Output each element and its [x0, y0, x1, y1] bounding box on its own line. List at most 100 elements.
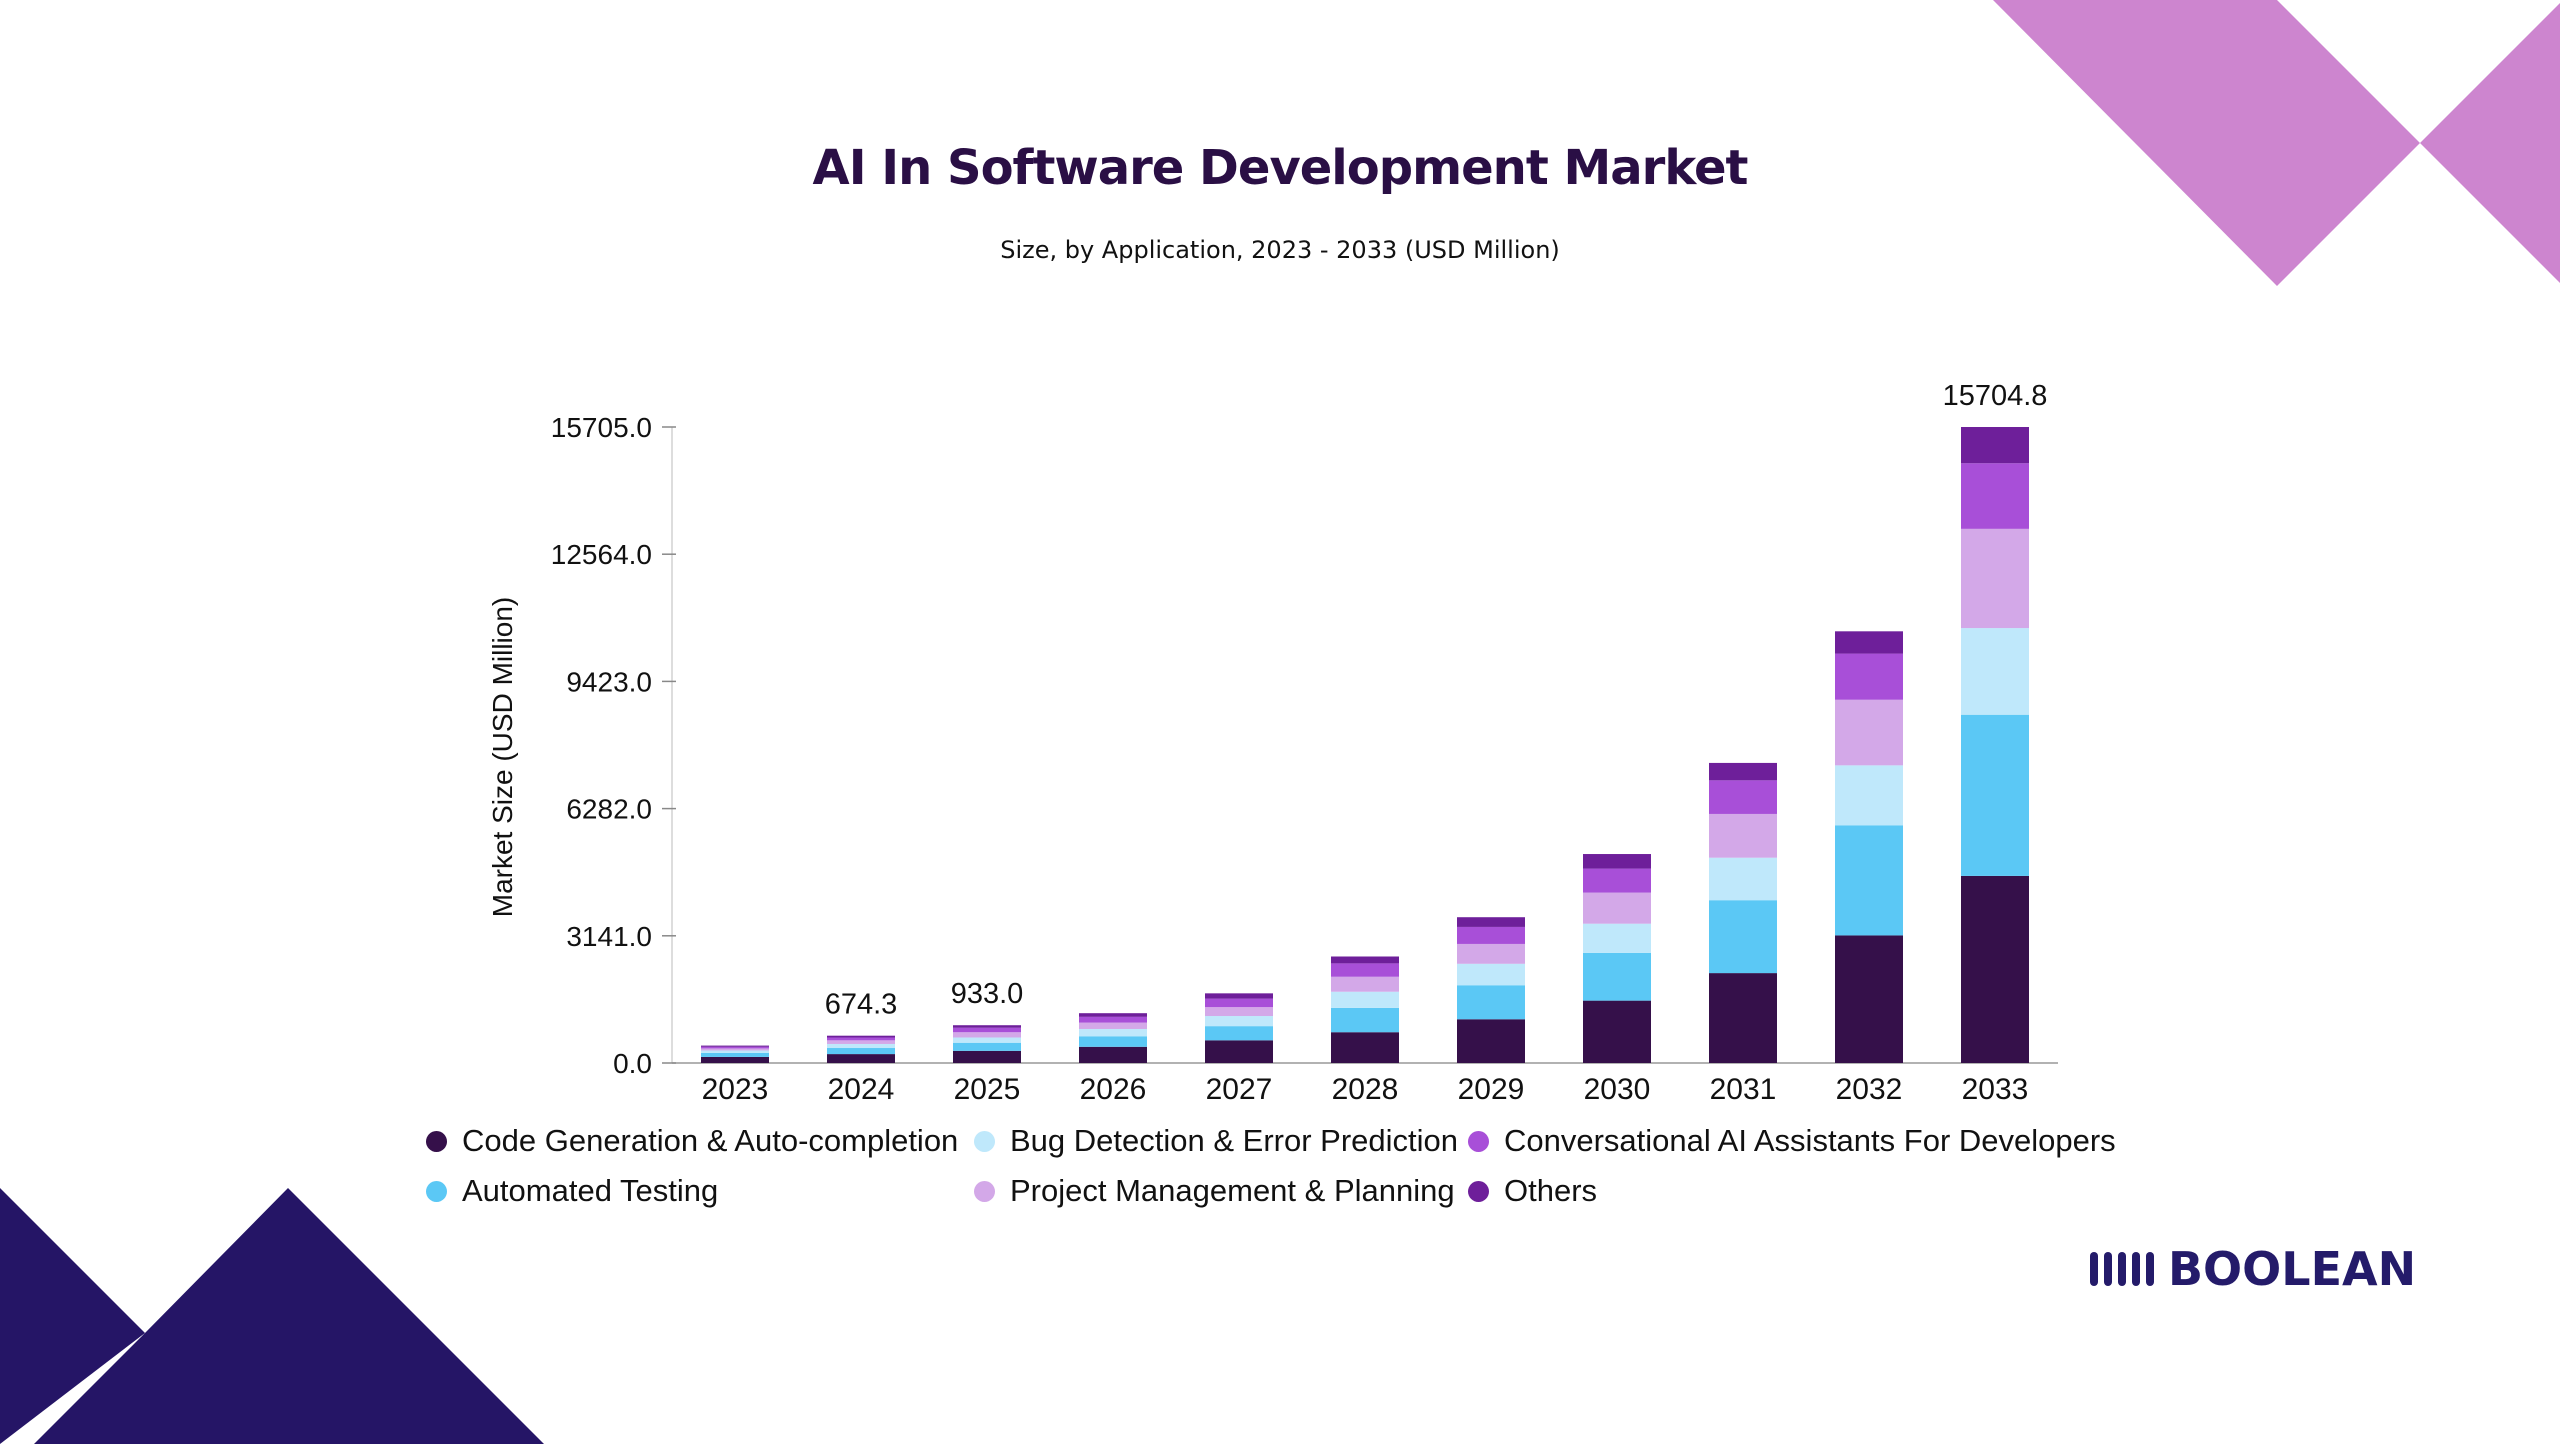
- bar-segment: [701, 1050, 769, 1053]
- bar-segment: [1205, 1026, 1273, 1041]
- bar-segment: [1961, 875, 2029, 1063]
- bar-segment: [1583, 892, 1651, 924]
- legend-label: Conversational AI Assistants For Develop…: [1504, 1123, 2116, 1158]
- bar-segment: [827, 1037, 895, 1041]
- bar-segment: [1079, 1013, 1147, 1017]
- x-tick-label: 2031: [1710, 1073, 1777, 1106]
- bar-segment: [1457, 917, 1525, 927]
- bar-segment: [701, 1046, 769, 1049]
- x-tick-label: 2029: [1458, 1073, 1525, 1106]
- navy-corner-shape-right: [34, 1188, 544, 1444]
- bar-segment: [1835, 765, 1903, 826]
- bar-segment: [701, 1056, 769, 1063]
- legend-item: Automated Testing: [426, 1172, 974, 1210]
- legend-swatch: [426, 1180, 447, 1202]
- pink-corner-shape: [1993, 0, 2420, 286]
- bar-segment: [1961, 714, 2029, 876]
- bar-segment: [1079, 1016, 1147, 1023]
- y-tick-label: 0.0: [613, 1048, 652, 1079]
- legend-label: Bug Detection & Error Prediction: [1010, 1123, 1458, 1158]
- bar-segment: [1709, 900, 1777, 974]
- bar-segment: [1457, 926, 1525, 944]
- bar-segment: [1457, 963, 1525, 986]
- bar-segment: [1961, 628, 2029, 715]
- bar-segment: [1709, 780, 1777, 814]
- legend-swatch: [1468, 1130, 1489, 1152]
- bar-segment: [1205, 1016, 1273, 1027]
- bar-segment: [1709, 857, 1777, 901]
- x-tick-label: 2024: [828, 1073, 895, 1106]
- bar-segment: [1331, 1007, 1399, 1033]
- bar-segment: [827, 1035, 895, 1038]
- legend-item: Project Management & Planning: [974, 1172, 1468, 1210]
- bar-segment: [1835, 653, 1903, 700]
- y-tick-label: 15705.0: [551, 412, 652, 443]
- x-tick-label: 2023: [702, 1073, 769, 1106]
- bar-segment: [1583, 923, 1651, 953]
- legend-item: Code Generation & Auto-completion: [426, 1122, 974, 1160]
- navy-corner-shape: [0, 1188, 145, 1444]
- bar-segment: [1961, 528, 2029, 629]
- bar-segment: [1205, 993, 1273, 999]
- legend-swatch: [1468, 1180, 1489, 1202]
- bar-segment: [1961, 427, 2029, 464]
- bar-segment: [953, 1027, 1021, 1033]
- bar-segment: [1331, 976, 1399, 992]
- bar-segment: [1331, 1032, 1399, 1063]
- x-tick-label: 2033: [1962, 1073, 2029, 1106]
- bar-segment: [701, 1045, 769, 1047]
- bar-segment: [1331, 991, 1399, 1008]
- bar-segment: [1079, 1022, 1147, 1029]
- bar-segment: [953, 1025, 1021, 1028]
- bar-segment: [953, 1050, 1021, 1063]
- bar-segment: [1205, 1040, 1273, 1063]
- bar-segment: [1331, 963, 1399, 977]
- bar-segment: [1961, 463, 2029, 529]
- bar-segment: [953, 1032, 1021, 1038]
- y-tick-label: 3141.0: [566, 921, 652, 952]
- bar-segment: [1709, 973, 1777, 1063]
- bar-segment: [1205, 998, 1273, 1008]
- data-label: 15704.8: [1943, 380, 2048, 412]
- bar-segment: [701, 1048, 769, 1051]
- x-tick-label: 2025: [954, 1073, 1021, 1106]
- bar-segment: [701, 1052, 769, 1057]
- bar-segment: [1079, 1028, 1147, 1037]
- bar-segment: [827, 1048, 895, 1055]
- bars-logo-icon: [2090, 1252, 2154, 1286]
- legend-label: Others: [1504, 1173, 1598, 1208]
- bar-segment: [1835, 825, 1903, 936]
- y-tick-label: 6282.0: [566, 794, 652, 825]
- bar-segment: [1583, 868, 1651, 893]
- legend-label: Automated Testing: [462, 1173, 719, 1208]
- bar-segment: [1079, 1036, 1147, 1047]
- bar-segment: [1205, 1007, 1273, 1017]
- bar-segment: [1835, 699, 1903, 766]
- data-label: 674.3: [825, 989, 898, 1021]
- bar-segment: [1835, 631, 1903, 654]
- x-tick-label: 2028: [1332, 1073, 1399, 1106]
- bar-segment: [1835, 935, 1903, 1063]
- legend-label: Code Generation & Auto-completion: [462, 1123, 959, 1158]
- pink-corner-shape-right: [2420, 3, 2560, 283]
- chart-legend: Code Generation & Auto-completion Bug Det…: [426, 1122, 2176, 1210]
- legend-swatch: [974, 1130, 995, 1152]
- bar-segment: [953, 1042, 1021, 1051]
- page-title: AI In Software Development Market: [812, 140, 1749, 196]
- x-tick-label: 2026: [1080, 1073, 1147, 1106]
- bar-segment: [1079, 1046, 1147, 1063]
- y-tick-label: 9423.0: [566, 666, 652, 697]
- bar-segment: [1457, 1019, 1525, 1063]
- x-tick-label: 2027: [1206, 1073, 1273, 1106]
- legend-swatch: [426, 1130, 447, 1152]
- legend-label: Project Management & Planning: [1010, 1173, 1455, 1208]
- bar-segment: [1583, 1000, 1651, 1063]
- y-axis-label: Market Size (USD Million): [487, 597, 518, 918]
- bar-segment: [827, 1054, 895, 1063]
- bar-segment: [827, 1043, 895, 1049]
- bar-segment: [827, 1040, 895, 1044]
- bar-segment: [1583, 952, 1651, 1001]
- y-tick-label: 12564.0: [551, 539, 652, 570]
